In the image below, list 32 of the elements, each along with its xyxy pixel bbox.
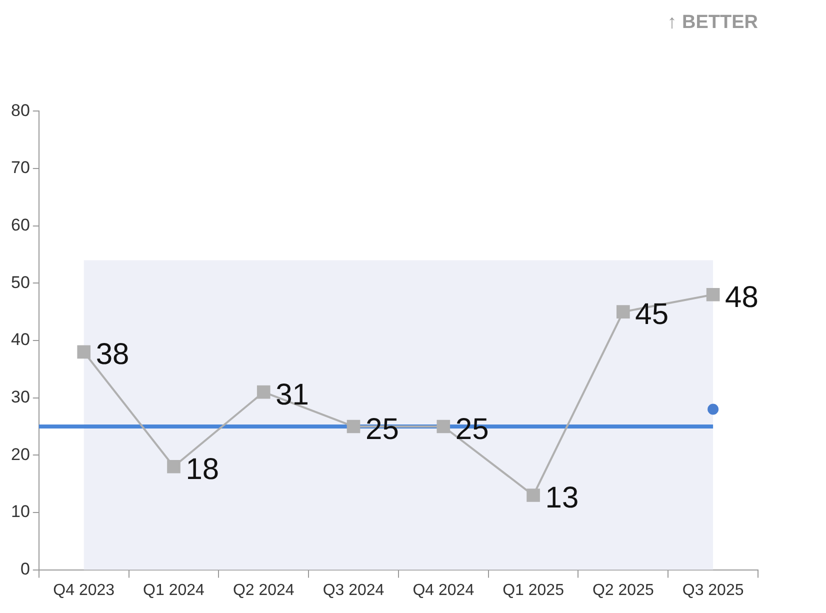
- y-tick-label: 0: [20, 559, 30, 578]
- x-tick-label: Q3 2024: [322, 582, 384, 599]
- x-tick-label: Q4 2023: [53, 582, 115, 599]
- data-label: 13: [545, 482, 579, 515]
- point: [346, 420, 360, 434]
- x-tick-label: Q1 2025: [502, 582, 564, 599]
- y-tick-label: 40: [10, 330, 30, 350]
- y-tick-label: 60: [10, 216, 30, 235]
- x-tick-label: Q2 2024: [232, 582, 294, 599]
- data-label: 45: [635, 298, 669, 332]
- x-tick-label: Q2 2025: [592, 582, 654, 599]
- data-label: 48: [725, 280, 758, 314]
- x-tick-label: Q1 2024: [143, 582, 205, 599]
- point: [616, 305, 630, 318]
- point: [706, 288, 720, 302]
- x-tick-label: Q3 2025: [682, 582, 744, 599]
- x-tick-label: Q4 2024: [412, 582, 474, 599]
- data-label: 31: [276, 378, 309, 412]
- text: ↑ BETTER: [667, 12, 758, 34]
- data-label: 18: [186, 452, 220, 486]
- point: [526, 488, 540, 502]
- y-tick-label: 10: [10, 502, 30, 522]
- data-label: 38: [96, 338, 130, 372]
- y-tick-label: 20: [10, 444, 30, 464]
- y-tick-label: 70: [10, 158, 30, 178]
- point: [167, 460, 180, 474]
- y-tick-label: 30: [10, 388, 30, 407]
- point: [436, 420, 450, 434]
- point: [77, 345, 91, 359]
- point: [256, 385, 270, 399]
- y-tick-label: 50: [10, 272, 30, 292]
- y-tick-label: 80: [10, 100, 30, 120]
